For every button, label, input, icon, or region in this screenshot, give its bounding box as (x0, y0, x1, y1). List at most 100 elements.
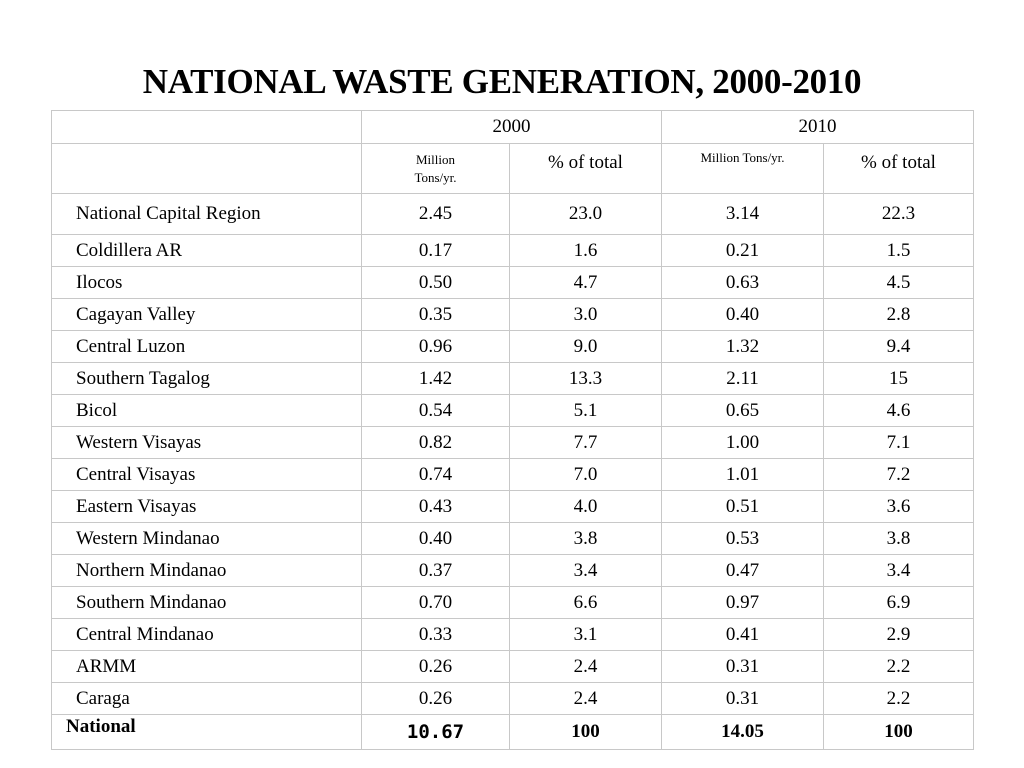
pct-2000-cell: 9.0 (509, 330, 662, 363)
unit-header-row: Million Tons/yr. % of total Million Tons… (51, 143, 974, 194)
total-mt-2000-cell: 10.67 (361, 714, 510, 750)
pct-2000-cell: 6.6 (509, 586, 662, 619)
table-row: Northern Mindanao 0.37 3.4 0.47 3.4 (51, 554, 974, 587)
mt-2000-cell: 0.26 (361, 682, 510, 715)
mt-2010-cell: 1.01 (661, 458, 824, 491)
table-row: ARMM 0.26 2.4 0.31 2.2 (51, 650, 974, 683)
mt-2010-cell: 0.40 (661, 298, 824, 331)
pct-2000-header: % of total (509, 143, 662, 194)
mt-2010-cell: 0.53 (661, 522, 824, 555)
mt-2000-cell: 2.45 (361, 193, 510, 235)
table-row: Western Visayas 0.82 7.7 1.00 7.1 (51, 426, 974, 459)
region-cell: Coldillera AR (51, 234, 362, 267)
mt-2010-cell: 2.11 (661, 362, 824, 395)
mt-2000-cell: 0.70 (361, 586, 510, 619)
mt-2000-cell: 1.42 (361, 362, 510, 395)
region-cell: Bicol (51, 394, 362, 427)
pct-2010-cell: 2.2 (823, 650, 974, 683)
pct-2000-cell: 2.4 (509, 650, 662, 683)
pct-2000-cell: 7.7 (509, 426, 662, 459)
region-cell: Central Luzon (51, 330, 362, 363)
table-row: Cagayan Valley 0.35 3.0 0.40 2.8 (51, 298, 974, 331)
pct-2010-cell: 7.1 (823, 426, 974, 459)
pct-2000-cell: 4.7 (509, 266, 662, 299)
table-row: Bicol 0.54 5.1 0.65 4.6 (51, 394, 974, 427)
mt-2000-cell: 0.54 (361, 394, 510, 427)
table-row: Central Luzon 0.96 9.0 1.32 9.4 (51, 330, 974, 363)
total-mt-2010-cell: 14.05 (661, 714, 824, 750)
mt-2000-cell: 0.82 (361, 426, 510, 459)
mt-2010-cell: 1.00 (661, 426, 824, 459)
total-pct-2010-cell: 100 (823, 714, 974, 750)
mt-2010-cell: 0.97 (661, 586, 824, 619)
pct-2010-cell: 2.2 (823, 682, 974, 715)
header-blank-cell (51, 110, 362, 144)
table-row: Western Mindanao 0.40 3.8 0.53 3.8 (51, 522, 974, 555)
mt-2010-cell: 0.63 (661, 266, 824, 299)
total-label-cell: National (51, 714, 362, 750)
pct-2010-cell: 22.3 (823, 193, 974, 235)
mt-2000-cell: 0.40 (361, 522, 510, 555)
table-row: Southern Mindanao 0.70 6.6 0.97 6.9 (51, 586, 974, 619)
mt-2000-cell: 0.33 (361, 618, 510, 651)
table-row: Coldillera AR 0.17 1.6 0.21 1.5 (51, 234, 974, 267)
total-pct-2000-cell: 100 (509, 714, 662, 750)
region-cell: Caraga (51, 682, 362, 715)
page-title: NATIONAL WASTE GENERATION, 2000-2010 (142, 62, 862, 101)
region-cell: Southern Mindanao (51, 586, 362, 619)
pct-2010-cell: 3.8 (823, 522, 974, 555)
region-cell: Western Visayas (51, 426, 362, 459)
pct-2010-cell: 3.6 (823, 490, 974, 523)
table-row: Caraga 0.26 2.4 0.31 2.2 (51, 682, 974, 715)
pct-2010-cell: 1.5 (823, 234, 974, 267)
table-row: Eastern Visayas 0.43 4.0 0.51 3.6 (51, 490, 974, 523)
pct-2000-cell: 2.4 (509, 682, 662, 715)
pct-2000-cell: 3.8 (509, 522, 662, 555)
mt-2000-cell: 0.74 (361, 458, 510, 491)
pct-2000-cell: 3.0 (509, 298, 662, 331)
region-cell: Southern Tagalog (51, 362, 362, 395)
pct-2000-cell: 23.0 (509, 193, 662, 235)
mt-2010-cell: 0.41 (661, 618, 824, 651)
table-row: Central Visayas 0.74 7.0 1.01 7.2 (51, 458, 974, 491)
pct-2010-cell: 6.9 (823, 586, 974, 619)
unit-2000-header: Million Tons/yr. (361, 143, 510, 194)
pct-2010-cell: 9.4 (823, 330, 974, 363)
region-cell: Eastern Visayas (51, 490, 362, 523)
unit-blank-cell (51, 143, 362, 194)
unit-2000-label: Million Tons/yr. (414, 152, 457, 185)
region-cell: National Capital Region (51, 193, 362, 235)
mt-2010-cell: 0.51 (661, 490, 824, 523)
pct-2010-cell: 7.2 (823, 458, 974, 491)
region-cell: Cagayan Valley (51, 298, 362, 331)
mt-2010-cell: 1.32 (661, 330, 824, 363)
unit-2010-header: Million Tons/yr. (661, 143, 824, 194)
mt-2000-cell: 0.26 (361, 650, 510, 683)
pct-2010-cell: 3.4 (823, 554, 974, 587)
mt-2000-cell: 0.43 (361, 490, 510, 523)
pct-2010-header: % of total (823, 143, 974, 194)
mt-2010-cell: 0.31 (661, 650, 824, 683)
pct-2010-cell: 15 (823, 362, 974, 395)
total-row: National 10.67 100 14.05 100 (51, 714, 974, 750)
region-cell: ARMM (51, 650, 362, 683)
mt-2000-cell: 0.50 (361, 266, 510, 299)
mt-2000-cell: 0.35 (361, 298, 510, 331)
region-cell: Ilocos (51, 266, 362, 299)
pct-2010-cell: 2.9 (823, 618, 974, 651)
mt-2010-cell: 0.31 (661, 682, 824, 715)
pct-2000-cell: 1.6 (509, 234, 662, 267)
mt-2010-cell: 0.47 (661, 554, 824, 587)
year-2010-header: 2010 (661, 110, 974, 144)
mt-2000-cell: 0.37 (361, 554, 510, 587)
mt-2010-cell: 0.65 (661, 394, 824, 427)
pct-2000-cell: 5.1 (509, 394, 662, 427)
table-row: Central Mindanao 0.33 3.1 0.41 2.9 (51, 618, 974, 651)
pct-2010-cell: 4.6 (823, 394, 974, 427)
table-row: National Capital Region 2.45 23.0 3.14 22.3 (51, 193, 974, 235)
year-2000-header: 2000 (361, 110, 662, 144)
region-cell: Northern Mindanao (51, 554, 362, 587)
mt-2000-cell: 0.96 (361, 330, 510, 363)
pct-2000-cell: 13.3 (509, 362, 662, 395)
pct-2000-cell: 3.1 (509, 618, 662, 651)
